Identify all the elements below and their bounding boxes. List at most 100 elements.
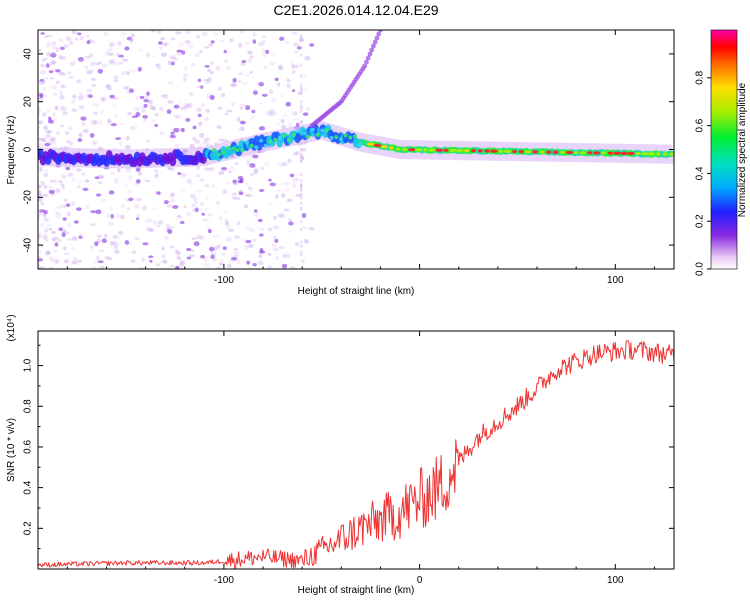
heatmap-noise-cell xyxy=(77,179,81,184)
heatmap-noise-cell xyxy=(60,173,66,179)
heatmap-noise-cell xyxy=(308,227,315,231)
heatmap-ridge-blob xyxy=(320,128,325,133)
heatmap-noise-cell xyxy=(185,118,191,122)
heatmap-noise-cell xyxy=(124,46,130,51)
heatmap-noise-cell xyxy=(41,138,47,143)
heatmap-noise-cell xyxy=(38,215,41,220)
heatmap-noise-cell xyxy=(201,31,208,36)
heatmap-noise-cell xyxy=(192,125,197,130)
heatmap-noise-cell xyxy=(48,185,55,189)
heatmap-noise-cell xyxy=(252,39,257,44)
heatmap-noise-cell xyxy=(282,113,287,117)
heatmap-noise-cell xyxy=(225,65,232,70)
heatmap-noise-cell xyxy=(198,121,203,127)
heatmap-noise-cell xyxy=(167,226,174,230)
heatmap-noise-cell xyxy=(38,121,43,124)
heatmap-noise-cell xyxy=(106,213,111,218)
heatmap-noise-cell xyxy=(101,63,108,68)
heatmap-noise-cell xyxy=(77,184,81,189)
heatmap-noise-cell xyxy=(245,41,250,46)
heatmap-noise-cell xyxy=(126,71,131,76)
heatmap-noise-cell xyxy=(184,39,191,45)
heatmap-noise-cell xyxy=(199,202,205,207)
heatmap-noise-cell xyxy=(204,64,210,68)
heatmap-noise-cell xyxy=(109,94,115,99)
heatmap-noise-cell xyxy=(295,243,301,247)
heatmap-noise-cell xyxy=(198,236,205,240)
heatmap-noise-cell xyxy=(40,202,45,206)
heatmap-noise-cell xyxy=(232,77,237,83)
heatmap-noise-cell xyxy=(156,224,161,228)
heatmap-noise-cell xyxy=(42,183,47,188)
heatmap-noise-cell xyxy=(233,254,239,258)
heatmap-noise-cell xyxy=(253,209,258,213)
heatmap-noise-cell xyxy=(246,163,253,167)
heatmap-noise-cell xyxy=(166,109,172,115)
heatmap-noise-cell xyxy=(151,106,157,111)
heatmap-noise-cell xyxy=(244,193,250,197)
heatmap-noise-cell xyxy=(300,46,303,50)
heatmap-ridge-peak xyxy=(448,148,457,153)
heatmap-noise-cell xyxy=(165,223,170,228)
heatmap-ridge-peak xyxy=(552,150,559,154)
heatmap-noise-cell xyxy=(67,222,72,228)
heatmap-noise-cell xyxy=(128,175,133,180)
heatmap-noise-cell xyxy=(157,41,163,45)
heatmap-noise-cell xyxy=(231,83,237,87)
heatmap-noise-cell xyxy=(120,32,127,37)
heatmap-ridge-blob xyxy=(310,127,315,132)
heatmap-noise-cell xyxy=(280,118,285,124)
heatmap-noise-cell xyxy=(276,82,281,87)
heatmap-noise-cell xyxy=(266,110,273,115)
heatmap-noise-cell xyxy=(38,193,42,198)
heatmap-noise-cell xyxy=(63,246,67,251)
heatmap-noise-cell xyxy=(229,38,234,43)
heatmap-noise-cell xyxy=(60,106,67,112)
heatmap-noise-cell xyxy=(110,171,116,175)
heatmap-noise-cell xyxy=(201,103,206,107)
heatmap-noise-cell xyxy=(43,234,49,239)
heatmap-noise-cell xyxy=(224,112,229,116)
heatmap-noise-cell xyxy=(285,101,291,107)
heatmap-noise-cell xyxy=(238,72,244,76)
heatmap-noise-cell xyxy=(300,63,303,67)
heatmap-noise-cell xyxy=(300,34,303,38)
heatmap-noise-cell xyxy=(149,228,155,232)
heatmap-noise-cell xyxy=(44,168,49,173)
heatmap-noise-cell xyxy=(169,198,176,204)
heatmap-noise-cell xyxy=(39,78,45,82)
heatmap-noise-cell xyxy=(71,246,76,251)
heatmap-noise-cell xyxy=(72,94,77,99)
heatmap-noise-cell xyxy=(216,125,222,129)
heatmap-noise-cell xyxy=(179,220,185,225)
heatmap-noise-cell xyxy=(175,251,181,256)
heatmap-noise-cell xyxy=(50,76,54,80)
heatmap-noise-cell xyxy=(50,60,56,66)
heatmap-noise-cell xyxy=(59,94,65,100)
heatmap-noise-cell xyxy=(107,257,112,261)
heatmap-noise-cell xyxy=(131,115,138,119)
heatmap-noise-cell xyxy=(301,87,307,91)
heatmap-noise-cell xyxy=(275,194,279,200)
heatmap-noise-cell xyxy=(133,106,140,112)
heatmap-noise-cell xyxy=(203,257,209,262)
heatmap-noise-cell xyxy=(210,254,215,259)
heatmap-noise-cell xyxy=(87,54,93,59)
heatmap-noise-cell xyxy=(90,210,97,214)
heatmap-noise-cell xyxy=(40,243,44,248)
heatmap-noise-cell xyxy=(181,128,185,133)
heatmap-ridge-blob xyxy=(334,135,339,140)
heatmap-noise-cell xyxy=(68,126,73,131)
heatmap-noise-cell xyxy=(84,204,90,209)
heatmap-noise-cell xyxy=(53,92,58,96)
heatmap-noise-cell xyxy=(139,95,145,100)
heatmap-noise-cell xyxy=(90,102,96,107)
heatmap-noise-cell xyxy=(48,189,55,194)
heatmap-noise-cell xyxy=(190,62,196,67)
heatmap-noise-cell xyxy=(289,173,295,178)
heatmap-noise-cell xyxy=(286,78,291,82)
heatmap-noise-cell xyxy=(144,95,150,99)
heatmap-ridge-peak xyxy=(607,151,614,155)
heatmap-noise-cell xyxy=(245,239,252,244)
heatmap-noise-cell xyxy=(144,179,151,183)
